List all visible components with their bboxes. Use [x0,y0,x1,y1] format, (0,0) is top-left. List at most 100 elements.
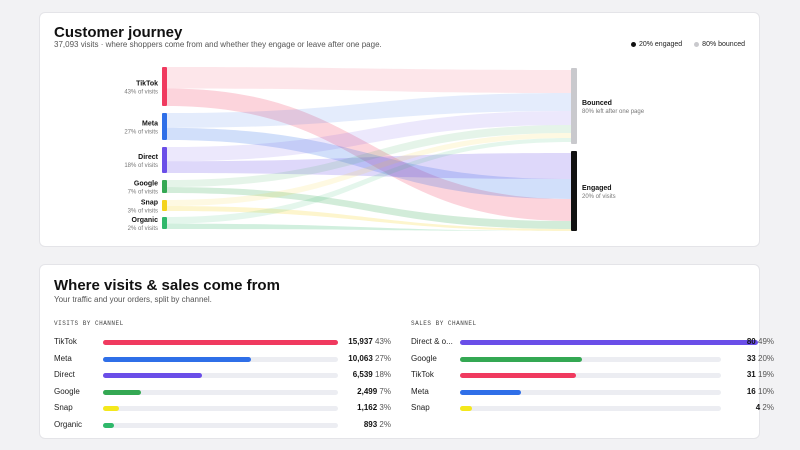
channel-row-google[interactable]: Google 2,499 7% [54,385,391,399]
legend-bounced: 80% bounced [694,41,745,48]
channel-name: Google [411,353,437,363]
legend-engaged: 20% engaged [630,41,683,48]
channel-name: Snap [54,403,73,412]
channel-name: TikTok [411,370,434,379]
sankey-diagram: TikTok 43% of visits Meta 27% of visits Dire… [124,67,645,232]
channel-bar-fill [460,389,521,395]
sankey-link-organic-bounced [167,138,571,224]
sankey-link-direct-bounced [167,111,571,162]
channel-value: 2,499 7% [357,386,391,396]
channel-value: 16 10% [746,386,774,396]
sankey-link-direct-engaged [167,153,571,179]
channel-bar-fill [460,406,473,411]
channel-value: 31 19% [746,370,774,379]
source-share: 2% of visits [128,226,158,232]
channel-bar-fill [103,406,120,411]
target-note: 20% of visits [582,194,616,200]
source-node-meta[interactable] [162,113,167,140]
channel-name: Meta [411,386,429,396]
source-share: 7% of visits [128,190,158,196]
target-label: Bounced [582,100,612,107]
legend-engaged-label: 20% engaged [638,41,683,48]
sankey-link-organic-engaged [167,223,571,231]
channels-title: Where visits & sales come from [54,277,280,294]
target-node-engaged[interactable] [571,151,577,231]
channel-value: 1,162 3% [357,403,391,412]
channel-bar-fill [103,373,202,378]
sankey-link-snap-bounced [167,133,571,207]
sales-section-label: SALES BY CHANNEL [411,320,477,327]
channel-row-google[interactable]: Google 33 20% [411,352,774,366]
channel-bar-track [460,389,721,395]
source-share: 18% of visits [124,163,158,169]
channel-row-direct-o-[interactable]: Direct & o... 80 49% [411,335,774,349]
source-share: 43% of visits [124,90,158,96]
channel-row-organic[interactable]: Organic 893 2% [54,418,391,432]
channel-bar-track [103,422,338,428]
channels-subtitle: Your traffic and your orders, split by c… [54,295,212,304]
visits-sales-card: Where visits & sales come from Your traf… [39,264,774,439]
channel-row-meta[interactable]: Meta 10,063 27% [54,352,391,366]
channel-bar-track [103,340,339,345]
channel-name: Google [54,386,80,396]
sankey-link-snap-engaged [167,206,571,231]
channel-row-meta[interactable]: Meta 16 10% [411,385,774,399]
channel-bar-fill [460,373,576,378]
target-node-bounced[interactable] [571,68,577,144]
channel-bar-fill [103,389,142,395]
channel-name: TikTok [54,337,77,346]
channel-name: Direct [54,370,75,379]
channel-bar-track [103,356,338,362]
source-label: Snap [141,200,158,207]
channel-bar-track [103,389,338,395]
channel-bar-fill [103,340,339,345]
sankey-link-tiktok-bounced [167,67,571,93]
source-label: Meta [142,121,158,128]
channel-bar-track [460,340,758,345]
channel-row-snap[interactable]: Snap 4 2% [411,401,774,415]
channel-value: 10,063 27% [348,353,391,363]
sankey-link-google-bounced [167,125,571,188]
channel-name: Direct & o... [411,337,453,346]
channel-bar-track [460,356,721,362]
channel-bar-track [103,373,338,378]
source-share: 3% of visits [128,209,158,215]
channel-value: 893 2% [363,419,391,429]
sankey-link-google-engaged [167,187,571,229]
channel-row-direct[interactable]: Direct 6,539 18% [54,368,391,382]
journey-title: Customer journey [54,24,183,41]
sankey-link-meta-bounced [167,93,571,128]
source-node-direct[interactable] [162,147,167,173]
source-label: TikTok [136,81,158,88]
channel-row-tiktok[interactable]: TikTok 15,937 43% [54,335,391,349]
journey-subtitle: 37,093 visits · where shoppers come from… [54,40,382,49]
source-node-snap[interactable] [162,200,167,211]
source-node-google[interactable] [162,180,167,193]
channel-row-snap[interactable]: Snap 1,162 3% [54,401,391,415]
channel-value: 15,937 43% [348,337,391,346]
source-node-tiktok[interactable] [162,67,167,106]
sankey-link-tiktok-engaged [167,88,571,221]
channel-bar-track [460,406,721,411]
source-label: Organic [132,217,159,224]
customer-journey-card: Customer journey 37,093 visits · where s… [39,12,760,247]
channel-value: 80 49% [746,337,774,346]
channel-name: Organic [54,419,83,429]
source-label: Direct [138,154,159,161]
channel-bar-fill [103,356,251,362]
channel-value: 4 2% [755,403,774,412]
channel-bar-fill [103,422,114,428]
channel-value: 33 20% [746,353,774,363]
engaged-dot-icon [630,42,636,47]
channel-bar-fill [460,340,758,345]
bounced-dot-icon [694,42,700,47]
target-label: Engaged [582,185,612,192]
journey-legend: 20% engaged 80% bounced [630,41,745,48]
channel-bar-track [103,406,338,411]
channel-bar-fill [460,356,582,362]
legend-bounced-label: 80% bounced [702,41,745,48]
channel-row-tiktok[interactable]: TikTok 31 19% [411,368,774,382]
source-node-organic[interactable] [162,217,167,229]
channel-value: 6,539 18% [352,370,391,379]
channel-bar-track [460,373,721,378]
